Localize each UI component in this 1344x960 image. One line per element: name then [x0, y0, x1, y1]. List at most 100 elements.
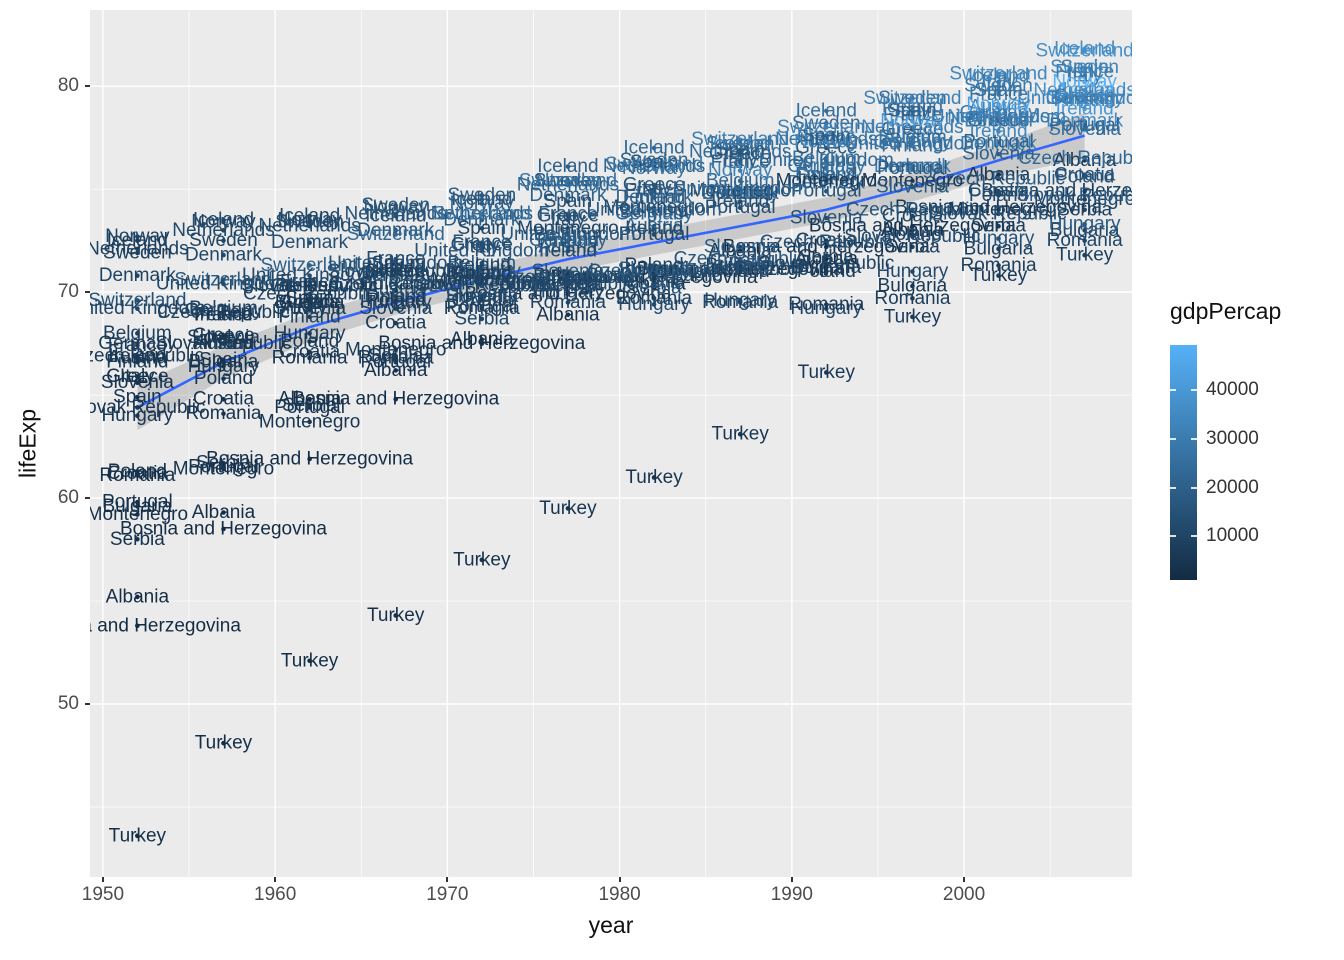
data-point — [996, 92, 1001, 97]
data-point — [823, 306, 829, 311]
data-point — [221, 281, 226, 287]
country-label: Czech Republic — [90, 345, 204, 366]
country-label: Belgium — [964, 111, 1033, 132]
data-point — [996, 83, 1001, 89]
country-label: Slovak Republic — [90, 397, 205, 418]
data-point — [651, 166, 657, 171]
country-label: Ireland — [108, 345, 166, 366]
data-point — [307, 219, 312, 225]
country-label: Denmark — [788, 172, 866, 193]
data-point — [737, 178, 743, 184]
data-point — [910, 228, 915, 233]
country-label: Greece — [278, 292, 340, 313]
country-label: Portugal — [446, 296, 517, 317]
country-label: Croatia — [882, 205, 944, 226]
country-label: France — [711, 152, 770, 173]
data-point — [996, 71, 1001, 77]
data-point — [823, 188, 829, 194]
data-point — [823, 145, 829, 151]
data-point — [651, 158, 657, 163]
country-label: France — [624, 181, 683, 202]
country-label: Sweden — [361, 195, 430, 216]
country-label: Turkey — [970, 265, 1028, 286]
country-label: Romania — [530, 292, 606, 313]
country-label: Slovenia — [618, 259, 691, 280]
data-point — [823, 261, 829, 266]
country-label: Turkey — [1056, 245, 1114, 266]
data-point — [479, 244, 485, 250]
country-label: Serbia — [540, 275, 595, 296]
data-point — [565, 238, 571, 243]
country-label: Portugal — [791, 181, 862, 202]
data-point — [565, 281, 571, 287]
data-point — [565, 232, 571, 237]
country-label: Iceland — [968, 65, 1029, 86]
country-label: Bulgaria — [361, 273, 431, 294]
data-point — [1082, 88, 1087, 93]
country-label: Switzerland — [260, 255, 358, 276]
country-label: Montenegro — [173, 459, 274, 480]
data-point — [135, 504, 140, 509]
country-label: Croatia — [451, 290, 513, 311]
country-label: Finland — [537, 230, 599, 251]
country-label: Poland — [1055, 166, 1114, 187]
legend-gradient-bar — [1170, 345, 1197, 580]
data-point — [565, 217, 571, 223]
country-label: Norway — [105, 226, 170, 247]
data-point — [737, 431, 743, 437]
country-label: Albania — [106, 586, 170, 607]
data-point — [565, 300, 571, 305]
data-point — [996, 102, 1001, 108]
country-label: Italy — [120, 366, 155, 387]
data-point — [910, 283, 915, 289]
data-point — [307, 349, 312, 355]
data-point — [479, 341, 485, 346]
data-point — [651, 225, 657, 231]
country-label: Switzerland — [863, 88, 961, 109]
country-label: Norway — [536, 170, 601, 191]
country-label: Norway — [277, 210, 342, 231]
country-label: Romania — [702, 292, 778, 313]
country-label: Switzerland — [777, 117, 875, 138]
country-label: Belgium — [620, 201, 689, 222]
scatter-plot-canvas: Albania Albania Albania Albania Albania Alban… — [90, 10, 1132, 877]
country-label: Albania — [192, 502, 256, 523]
data-point — [996, 236, 1001, 241]
y-tick-label: 70 — [57, 281, 79, 303]
legend-bar-tick — [1191, 535, 1197, 538]
country-label: Turkey — [367, 605, 425, 626]
x-tick-mark — [963, 877, 966, 882]
country-label: Austria — [452, 269, 512, 290]
data-point — [221, 341, 226, 346]
smooth-line — [136, 134, 1085, 409]
data-point — [135, 623, 140, 629]
data-point — [307, 314, 312, 320]
country-label: France — [280, 271, 339, 292]
country-label: Albania — [278, 389, 342, 410]
country-label: Romania — [358, 348, 434, 369]
country-label: Hungary — [188, 356, 260, 377]
data-point — [1082, 193, 1087, 198]
country-label: United Kingdom — [242, 265, 377, 286]
country-label: Switzerland — [519, 170, 617, 191]
data-point — [221, 460, 226, 466]
data-point — [479, 248, 485, 254]
country-label: Greece — [623, 175, 685, 196]
country-label: Slovenia — [101, 372, 174, 393]
country-label: France — [538, 203, 597, 224]
country-label: Spain — [888, 100, 937, 121]
data-point — [393, 273, 399, 278]
country-label: France — [1055, 61, 1114, 82]
data-point — [393, 228, 399, 233]
data-point — [479, 557, 485, 563]
country-label: Bulgaria — [447, 263, 517, 284]
country-label: Belgium — [706, 170, 775, 191]
country-label: Germany — [271, 275, 350, 296]
data-point — [221, 411, 226, 416]
data-point — [393, 256, 399, 262]
data-point — [135, 359, 140, 365]
country-label: Netherlands — [517, 175, 619, 196]
data-point — [1082, 155, 1087, 161]
country-label: Turkey — [539, 498, 597, 519]
legend-title: gdpPercap — [1170, 298, 1282, 324]
